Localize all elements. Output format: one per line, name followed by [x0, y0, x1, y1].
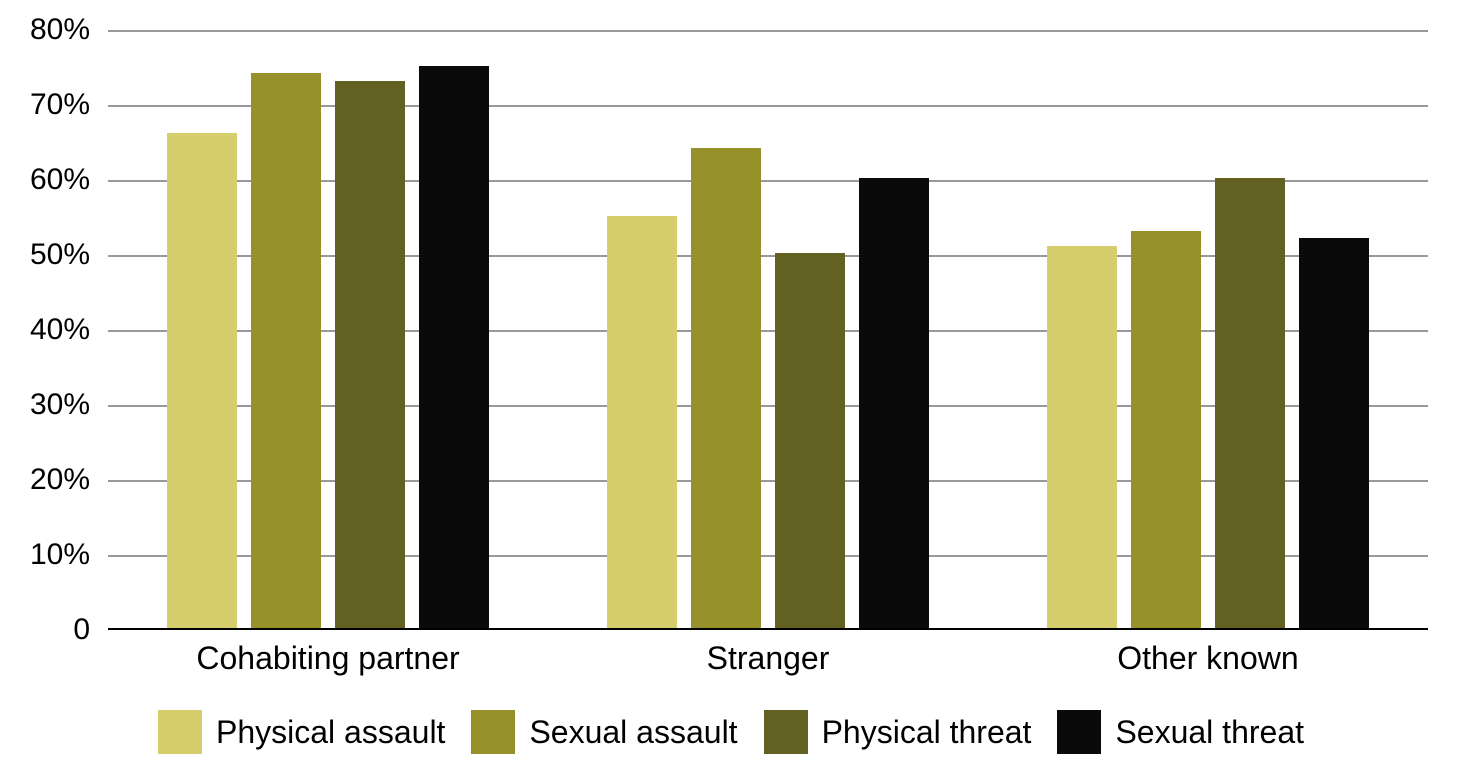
y-tick-label: 40% — [0, 315, 90, 345]
category-label: Stranger — [707, 640, 830, 677]
plot-area — [108, 30, 1428, 630]
bar — [607, 216, 677, 629]
y-tick-label: 20% — [0, 465, 90, 495]
bar — [775, 253, 845, 628]
legend: Physical assault Sexual assault Physical t… — [0, 710, 1462, 754]
legend-item: Physical threat — [764, 710, 1032, 754]
y-tick-label: 60% — [0, 165, 90, 195]
legend-swatch — [1057, 710, 1101, 754]
legend-swatch — [764, 710, 808, 754]
category-label: Other known — [1117, 640, 1298, 677]
bar-group — [607, 30, 929, 628]
bar — [251, 73, 321, 628]
legend-label: Physical assault — [216, 714, 445, 751]
y-tick-label: 80% — [0, 15, 90, 45]
bar — [167, 133, 237, 628]
legend-label: Physical threat — [822, 714, 1032, 751]
y-tick-label: 70% — [0, 90, 90, 120]
legend-swatch — [158, 710, 202, 754]
category-label: Cohabiting partner — [196, 640, 459, 677]
legend-label: Sexual threat — [1115, 714, 1304, 751]
bar — [1215, 178, 1285, 628]
legend-label: Sexual assault — [529, 714, 737, 751]
y-tick-label: 10% — [0, 540, 90, 570]
bar — [691, 148, 761, 628]
bar-group — [1047, 30, 1369, 628]
legend-item: Physical assault — [158, 710, 445, 754]
bar — [419, 66, 489, 629]
bar — [1131, 231, 1201, 629]
bar — [335, 81, 405, 629]
bar — [859, 178, 929, 628]
y-tick-label: 30% — [0, 390, 90, 420]
y-tick-label: 0 — [0, 615, 90, 645]
legend-item: Sexual assault — [471, 710, 737, 754]
bar-group — [167, 30, 489, 628]
bar — [1047, 246, 1117, 629]
bar — [1299, 238, 1369, 628]
chart-container: 0 10% 20% 30% 40% 50% 60% 70% 80% Cohabiting par… — [0, 0, 1462, 772]
legend-swatch — [471, 710, 515, 754]
y-tick-label: 50% — [0, 240, 90, 270]
legend-item: Sexual threat — [1057, 710, 1304, 754]
